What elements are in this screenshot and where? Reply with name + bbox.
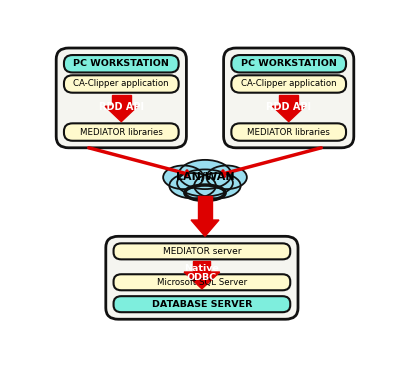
FancyBboxPatch shape xyxy=(106,236,298,319)
Text: Microsoft SQL Server: Microsoft SQL Server xyxy=(157,278,247,287)
Ellipse shape xyxy=(206,165,247,189)
Polygon shape xyxy=(105,106,138,122)
Text: MEDIATOR server: MEDIATOR server xyxy=(163,247,241,256)
Text: PC WORKSTATION: PC WORKSTATION xyxy=(73,59,169,68)
Bar xyxy=(279,95,298,106)
Bar xyxy=(198,196,212,220)
FancyBboxPatch shape xyxy=(231,123,346,141)
FancyBboxPatch shape xyxy=(114,243,290,260)
Text: CA-Clipper application: CA-Clipper application xyxy=(241,80,336,88)
Text: LAN/WAN: LAN/WAN xyxy=(176,172,234,182)
FancyBboxPatch shape xyxy=(64,55,179,73)
Text: RDD API: RDD API xyxy=(99,102,144,112)
Polygon shape xyxy=(184,272,220,289)
Ellipse shape xyxy=(169,173,216,199)
FancyBboxPatch shape xyxy=(64,123,179,141)
Text: MEDIATOR libraries: MEDIATOR libraries xyxy=(80,127,163,137)
Bar xyxy=(193,261,210,272)
Text: MEDIATOR libraries: MEDIATOR libraries xyxy=(247,127,330,137)
Ellipse shape xyxy=(194,173,241,199)
FancyBboxPatch shape xyxy=(231,75,346,93)
FancyBboxPatch shape xyxy=(114,296,290,312)
FancyBboxPatch shape xyxy=(231,55,346,73)
FancyBboxPatch shape xyxy=(56,48,186,148)
Text: PC WORKSTATION: PC WORKSTATION xyxy=(241,59,337,68)
Text: CA-Clipper application: CA-Clipper application xyxy=(74,80,169,88)
FancyBboxPatch shape xyxy=(64,75,179,93)
Ellipse shape xyxy=(177,169,233,196)
Polygon shape xyxy=(191,220,219,236)
Text: DATABASE SERVER: DATABASE SERVER xyxy=(152,300,252,309)
FancyBboxPatch shape xyxy=(114,274,290,290)
Polygon shape xyxy=(272,106,305,122)
Bar xyxy=(112,95,131,106)
Text: Native
ODBC: Native ODBC xyxy=(184,264,219,283)
Ellipse shape xyxy=(179,160,231,189)
FancyBboxPatch shape xyxy=(224,48,354,148)
Ellipse shape xyxy=(163,165,204,189)
Text: RDD API: RDD API xyxy=(266,102,311,112)
